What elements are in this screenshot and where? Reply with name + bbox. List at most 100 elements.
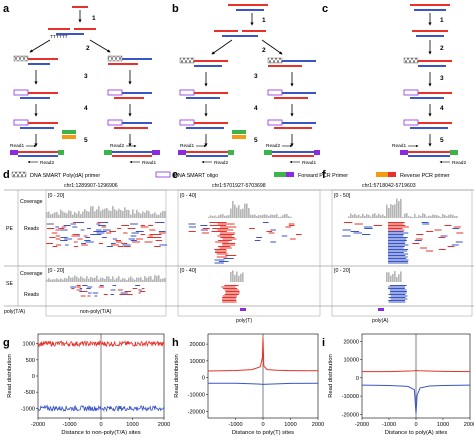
read-segment [158,232,166,234]
cdna-strand [186,97,220,99]
step-number: 3 [254,73,258,80]
read-segment [216,253,228,255]
read-segment [214,249,227,250]
read-segment [281,235,288,237]
read-segment [149,229,156,231]
coverage-bar [410,216,412,218]
coverage-bar [414,213,416,218]
locus-label: chr1:1289907-1296906 [64,183,118,189]
read-segment [76,222,85,223]
cdna-strand [186,127,224,129]
coverage-bar [80,214,82,218]
annotation-label: poly(A) [372,318,389,324]
coverage-bar [392,273,394,282]
smart-oligo [403,119,419,126]
read-segment [82,285,88,286]
coverage-bar [82,211,84,218]
smart-oligo [179,89,195,96]
read-segment [86,288,91,289]
read-segment [102,237,107,238]
read-segment [55,226,60,228]
coverage-bar [454,216,456,218]
legend-reverse: Reverse PCR primer [400,173,450,179]
read-segment [388,262,409,264]
coverage-bar [230,208,232,218]
x-tick-label: -2000 [355,422,369,428]
read-segment [388,261,408,262]
read-segment [202,228,210,229]
step-number: 1 [92,15,96,22]
series-line [361,384,471,414]
read-segment [221,286,236,288]
read-segment [254,240,261,241]
coverage-bar [74,212,76,218]
coverage-bar [420,215,422,218]
rna-strand [274,127,312,129]
coverage-bar [412,216,414,218]
read-segment [56,244,62,246]
coverage-bar [68,210,70,218]
coverage-bar [392,205,394,218]
step-number: 5 [84,137,88,144]
smart-oligo [267,89,283,96]
coverage-bar [402,216,404,218]
coverage-bar [142,279,144,282]
read-segment [415,238,423,240]
coverage-bar [150,276,152,282]
coverage-bar [156,214,158,218]
y-tick-label: 10000 [189,359,205,365]
x-tick-label: 0 [261,422,264,428]
coverage-bar [272,214,274,218]
panel-label-e: e [172,169,178,181]
coverage-bar [158,275,160,282]
coverage-bar [154,275,156,282]
coverage-bar [238,205,240,218]
series-line [207,337,319,372]
read-segment [127,291,132,292]
read-segment [61,226,66,228]
cdna-strand [418,65,446,67]
coverage-bar [242,208,244,218]
coverage-bar [240,273,242,282]
coverage-bar [84,278,86,282]
coverage-bar [242,272,244,282]
y-tick-label: -20000 [188,409,205,415]
rna-fragment [48,28,70,30]
coverage-bar [112,276,114,282]
coverage-bar [386,204,388,218]
coverage-bar [208,216,210,218]
reverse-primer [232,135,246,139]
coverage-bar [118,208,120,218]
coverage-bar [258,215,260,218]
read-segment [141,288,145,289]
read-segment [87,286,93,288]
read-segment [388,258,407,259]
read-segment [124,291,130,292]
coverage-bar [148,211,150,218]
x-tick-label: -2000 [31,422,45,428]
read-segment [200,229,208,231]
read-segment [388,259,409,261]
cdna-strand [28,63,50,65]
coverage-bar [368,214,370,218]
cdna-strand [194,65,222,67]
forward-primer-swatch-2 [286,172,294,177]
read-segment [223,258,234,259]
read-segment [388,243,406,244]
coverage-bar [394,204,396,218]
read-segment [388,294,406,295]
coverage-bar [162,278,164,282]
forward-primer-swatch [274,172,286,177]
read-segment [148,225,154,226]
coverage-bar [288,216,290,218]
cdna-strand [186,155,228,157]
coverage-bar [62,279,64,282]
coverage-bar [56,278,58,282]
coverage-bar [388,272,390,282]
smart-oligo [13,119,29,126]
read-segment [388,255,406,256]
read-segment [122,244,131,246]
read-segment [434,229,442,231]
read-segment [390,291,407,292]
coverage-bar [164,278,166,282]
